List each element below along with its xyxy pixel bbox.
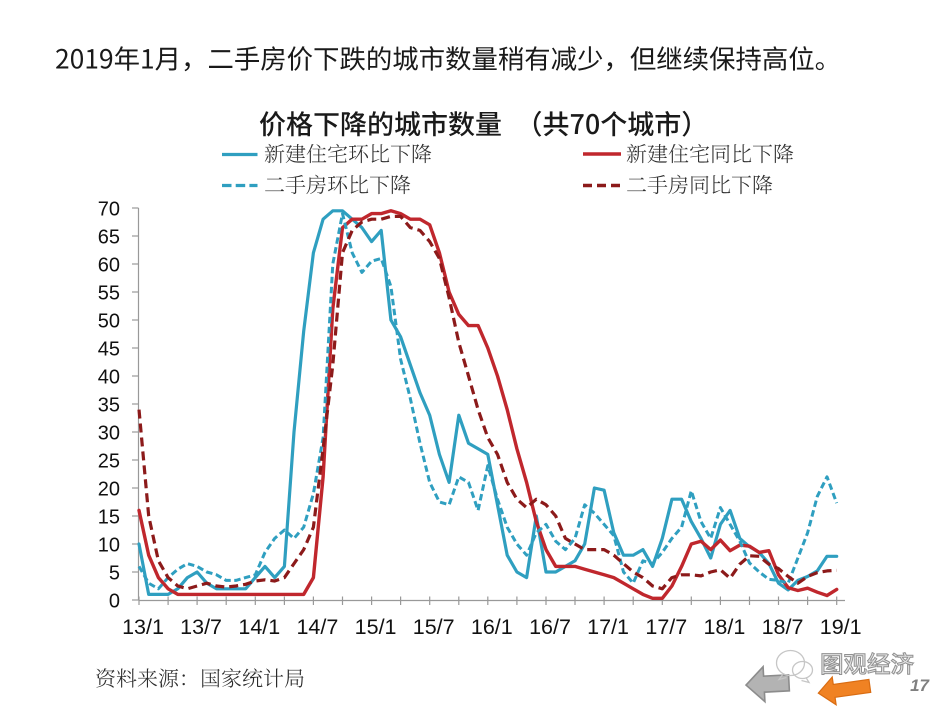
svg-text:14/1: 14/1 (238, 615, 280, 639)
svg-text:50: 50 (98, 310, 120, 332)
svg-text:16/7: 16/7 (529, 615, 571, 639)
svg-text:0: 0 (109, 590, 120, 612)
svg-text:30: 30 (98, 422, 120, 444)
svg-text:55: 55 (98, 282, 120, 304)
svg-text:15/7: 15/7 (413, 615, 455, 639)
svg-text:16/1: 16/1 (471, 615, 513, 639)
svg-text:18/7: 18/7 (762, 615, 804, 639)
svg-text:17/7: 17/7 (645, 615, 687, 639)
svg-text:40: 40 (98, 366, 120, 388)
svg-text:18/1: 18/1 (703, 615, 745, 639)
svg-text:35: 35 (98, 394, 120, 416)
svg-text:13/7: 13/7 (180, 615, 222, 639)
svg-text:19/1: 19/1 (820, 615, 862, 639)
svg-text:25: 25 (98, 450, 120, 472)
svg-text:15: 15 (98, 506, 120, 528)
svg-text:65: 65 (98, 226, 120, 248)
svg-text:60: 60 (98, 254, 120, 276)
svg-text:70: 70 (98, 198, 120, 220)
svg-text:15/1: 15/1 (355, 615, 397, 639)
svg-text:17/1: 17/1 (587, 615, 629, 639)
svg-text:5: 5 (109, 562, 120, 584)
svg-text:10: 10 (98, 534, 120, 556)
svg-text:20: 20 (98, 478, 120, 500)
svg-text:13/1: 13/1 (122, 615, 164, 639)
svg-text:17: 17 (910, 676, 930, 695)
svg-text:14/7: 14/7 (296, 615, 338, 639)
svg-text:45: 45 (98, 338, 120, 360)
